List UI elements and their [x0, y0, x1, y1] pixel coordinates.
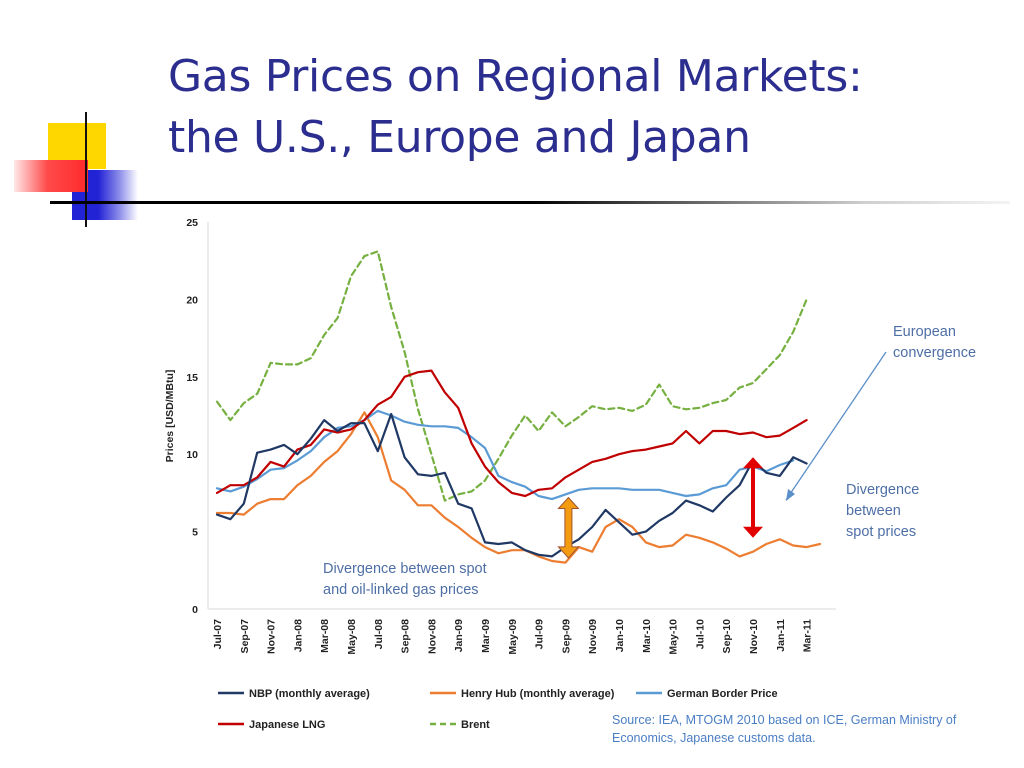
series-line — [215, 409, 795, 501]
red-double-arrow — [743, 457, 763, 538]
annotation-line: European — [893, 324, 956, 340]
x-tick-label: May-09 — [507, 619, 519, 655]
y-tick-label: 10 — [186, 449, 198, 461]
arrow-shape — [743, 457, 763, 538]
legend-entry: German Border Price — [636, 688, 778, 700]
annotation-line: spot prices — [846, 524, 916, 540]
deco-red-bar — [14, 160, 88, 192]
convergence-pointer-head — [786, 489, 795, 501]
x-tick-label: Jan-09 — [453, 619, 465, 652]
x-tick-label: Mar-10 — [641, 619, 653, 653]
x-tick-label: May-10 — [668, 619, 680, 655]
series-henry-hub-monthly-average — [215, 411, 822, 564]
annotation-text: Divergence between spot prices — [846, 482, 919, 540]
y-tick-label: 25 — [186, 217, 198, 229]
series-brent — [215, 250, 808, 502]
legend-entry: Japanese LNG — [218, 719, 325, 731]
deco-vertical-line — [85, 112, 87, 227]
series-line — [215, 411, 822, 564]
annotation-text: Divergence between spot and oil-linked ga… — [323, 561, 487, 598]
annotation-line: between — [846, 503, 901, 519]
x-tick-label: Nov-07 — [266, 619, 278, 654]
annotation-line: Divergence — [846, 482, 919, 498]
annotation-line: convergence — [893, 345, 976, 361]
annotation-text: European convergence — [893, 324, 976, 361]
x-tick-label: Nov-10 — [748, 619, 760, 654]
x-tick-label: Mar-09 — [480, 619, 492, 653]
annotation-line: and oil-linked gas prices — [323, 582, 479, 598]
x-tick-label: Jul-07 — [212, 619, 224, 650]
x-tick-label: Jan-08 — [292, 619, 304, 652]
orange-double-arrow — [557, 496, 580, 559]
arrow-shape — [557, 496, 580, 559]
x-tick-label: Sep-09 — [560, 619, 572, 654]
legend-label: Japanese LNG — [249, 719, 325, 731]
y-tick-label: 20 — [186, 294, 198, 306]
x-tick-label: Sep-07 — [239, 619, 251, 654]
legend-entry: Henry Hub (monthly average) — [430, 688, 615, 700]
x-tick-label: Nov-08 — [426, 619, 438, 654]
legend-label: Brent — [461, 719, 490, 731]
series-japanese-lng — [215, 369, 808, 498]
x-tick-label: Mar-08 — [319, 619, 331, 653]
y-tick-label: 0 — [192, 604, 198, 616]
legend-label: Henry Hub (monthly average) — [461, 688, 615, 700]
convergence-pointer — [785, 351, 887, 501]
series-nbp-monthly-average — [215, 412, 808, 558]
x-tick-label: Nov-09 — [587, 619, 599, 654]
x-tick-label: Jan-10 — [614, 619, 626, 652]
annotation-line: Divergence between spot — [323, 561, 487, 577]
y-axis-label: Prices [USD/MBtu] — [164, 370, 176, 463]
x-tick-label: Sep-08 — [400, 619, 412, 654]
x-tick-label: Jan-11 — [775, 619, 787, 652]
series-german-border-price — [215, 409, 795, 501]
legend-label: NBP (monthly average) — [249, 688, 370, 700]
x-tick-label: Jul-10 — [694, 619, 706, 650]
x-tick-label: Mar-11 — [802, 619, 814, 652]
title-line-1: Gas Prices on Regional Markets: — [168, 51, 863, 102]
title-line-2: the U.S., Europe and Japan — [168, 112, 751, 163]
x-tick-label: Jul-09 — [534, 619, 546, 650]
y-tick-label: 5 — [192, 527, 198, 539]
page-title: Gas Prices on Regional Markets: the U.S.… — [168, 46, 1008, 168]
legend-label: German Border Price — [667, 688, 778, 700]
source-note: Source: IEA, MTOGM 2010 based on ICE, Ge… — [612, 713, 957, 745]
series-line — [215, 250, 808, 502]
series-line — [215, 369, 808, 498]
x-tick-label: Sep-10 — [721, 619, 733, 654]
x-tick-label: May-08 — [346, 619, 358, 655]
y-tick-label: 15 — [186, 372, 198, 384]
x-tick-label: Jul-08 — [373, 619, 385, 650]
legend-entry: NBP (monthly average) — [218, 688, 370, 700]
series-line — [215, 412, 808, 558]
legend-entry: Brent — [430, 719, 490, 731]
title-rule — [50, 201, 1010, 204]
